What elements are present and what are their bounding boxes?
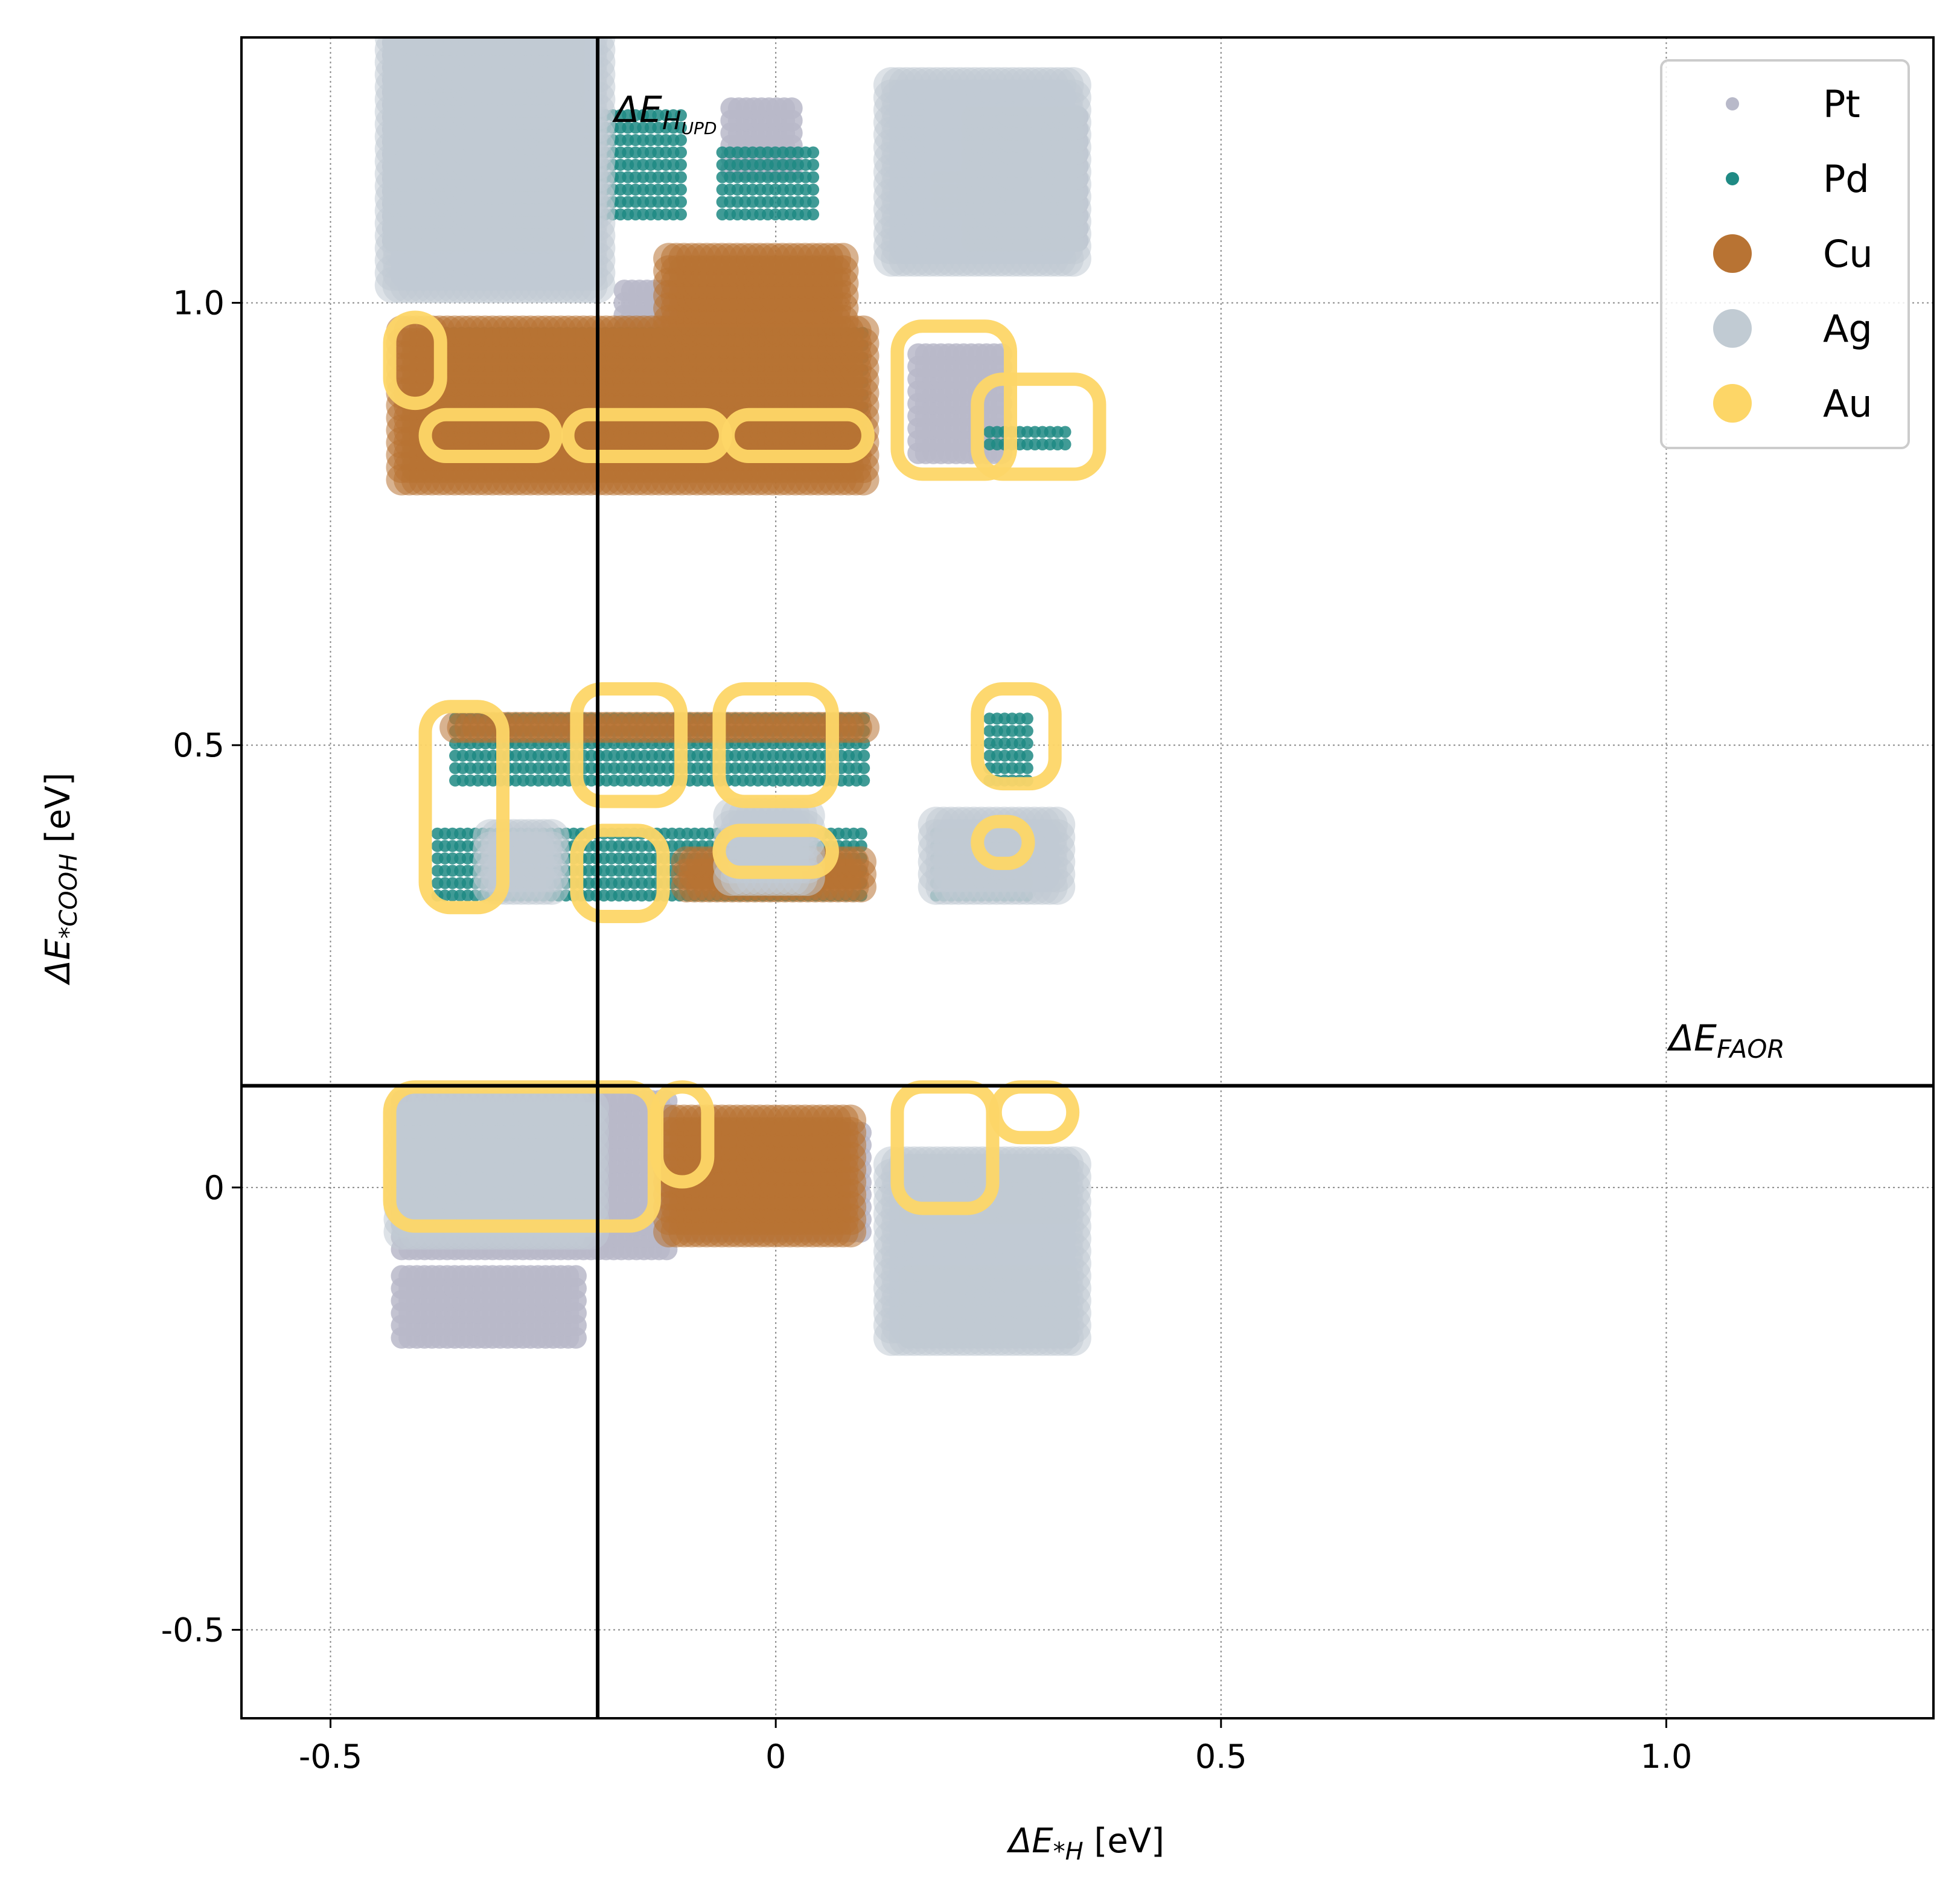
point-pd-7-341 [855,827,867,840]
point-pd-0-159 [675,159,687,171]
point-pt-9-53 [780,97,803,120]
point-pd-0-223 [675,134,687,146]
point-pd-0-287 [675,109,687,121]
point-pd-1-38 [807,184,820,196]
point-pd-1-64 [807,159,820,171]
point-pd-6-35 [1021,712,1033,725]
series-cu-cluster-0 [386,315,879,496]
point-pd-6-29 [1021,724,1033,737]
point-pd-0-31 [675,208,687,221]
data-points [374,37,1106,1356]
point-pd-1-12 [807,208,820,221]
point-pd-5-164 [858,749,870,762]
series-pd-cluster-1 [716,146,820,221]
point-pd-6-17 [1021,749,1033,762]
point-pd-0-191 [675,146,687,159]
point-pd-1-77 [807,146,820,159]
point-cu-2-54 [848,711,880,743]
point-pd-0-127 [675,171,687,184]
series-cu-cluster-1 [653,243,859,336]
point-pd-1-25 [807,196,820,208]
point-pd-0-95 [675,184,687,196]
series-pt-cluster-3 [391,1265,587,1349]
point-cu-1-143 [827,243,859,275]
point-pd-0-63 [675,196,687,208]
point-pd-0-255 [675,121,687,134]
point-pd-4-21 [1059,426,1071,438]
point-pd-6-11 [1021,762,1033,775]
point-pd-4-10 [1059,438,1071,450]
point-pd-1-51 [807,171,820,184]
point-pd-6-23 [1021,737,1033,750]
point-pd-5-54 [858,774,870,787]
point-pt-3-143 [565,1265,587,1287]
point-pd-5-109 [858,762,870,775]
